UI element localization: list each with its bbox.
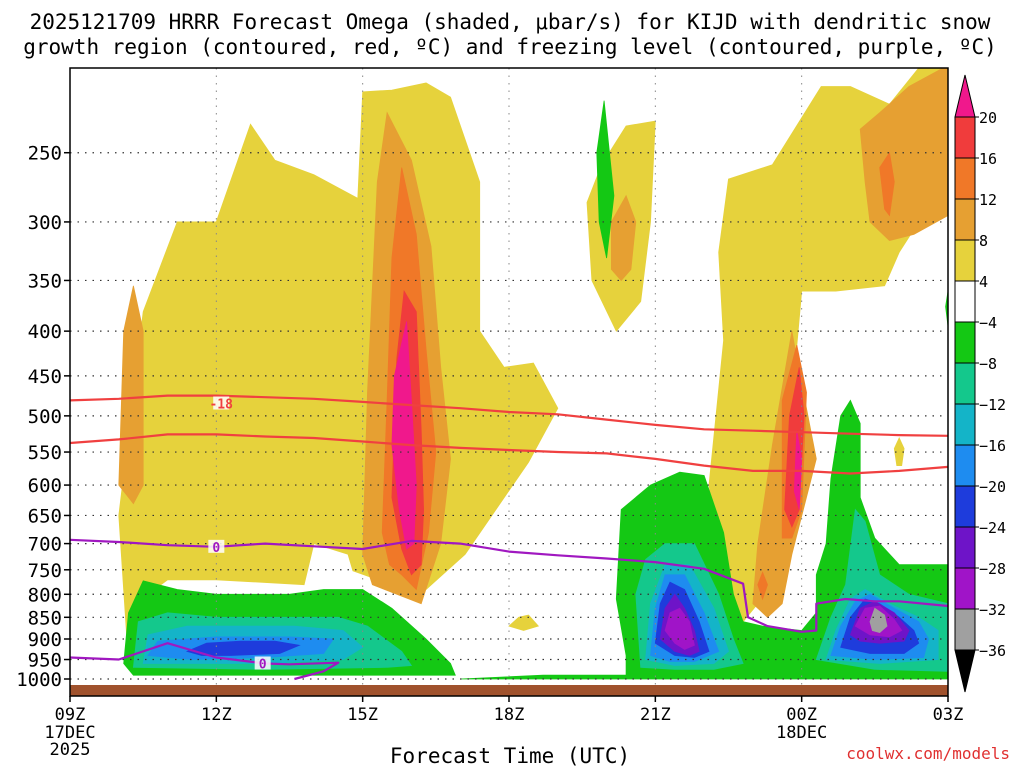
y-axis-pressure: 2503003504004505005506006507007508008509… [16,143,70,691]
colorbar-bottom-arrow [954,649,976,693]
dgz-minus-18-label-bg [213,396,230,410]
colorbar-label-9: −16 [979,437,1006,455]
colorbar-swatch-12 [954,567,976,610]
colorbar-swatch-6 [954,321,976,364]
freezing-level-0c-low-label-bg [254,656,271,670]
colorbar-label-4: 8 [979,232,988,250]
y-tick-label-600: 600 [28,475,62,497]
plot-area [70,68,948,696]
title-line-2: growth region (contoured, red, ºC) and f… [23,35,997,59]
colorbar-swatch-4 [954,239,976,282]
x-tick-label-21Z: 21Z [640,705,671,725]
omega-pos-12-region-4 [879,151,895,217]
y-tick-label-450: 450 [28,366,62,388]
colorbar-label-13: −32 [979,601,1006,619]
y-tick-label-300: 300 [28,212,62,234]
x-tick-label-09Z: 09Z [55,705,86,725]
y-tick-label-950: 950 [28,650,62,672]
dgz-minus-18-label: -18 [209,398,233,413]
omega-neg-4-region-3 [596,100,615,259]
y-tick-label-750: 750 [28,560,62,582]
x-tick-label-00Z: 00Z [786,705,817,725]
colorbar-label-12: −28 [979,560,1006,578]
x-axis-title: Forecast Time (UTC) [390,744,630,768]
colorbar-swatch-1 [954,116,976,159]
x-tick-label-15Z: 15Z [347,705,378,725]
gridlines [70,68,948,685]
colorbar-swatch-10 [954,485,976,528]
freezing-level-0c-label: 0 [212,541,220,556]
credit-text: coolwx.com/models [846,744,1010,763]
x-tick-sublabel-18DEC: 18DEC [776,723,827,743]
title-line-1: 2025121709 HRRR Forecast Omega (shaded, … [30,10,991,34]
y-tick-label-700: 700 [28,534,62,556]
omega-pos-4-region-1 [118,82,559,664]
colorbar-label-5: 4 [979,273,988,291]
y-tick-label-500: 500 [28,406,62,428]
y-tick-label-1000: 1000 [16,669,62,691]
y-tick-label-550: 550 [28,442,62,464]
colorbar-label-7: −8 [979,355,997,373]
y-tick-label-250: 250 [28,143,62,165]
contour-lines: -18 0 0 [69,394,949,681]
ground-surface [70,685,948,696]
y-tick-label-850: 850 [28,607,62,629]
colorbar-label-1: 20 [979,109,997,127]
colorbar-top-arrow [954,74,976,118]
dgz-minus-18-line [69,394,949,437]
colorbar-label-6: −4 [979,314,997,332]
x-tick-label-12Z: 12Z [201,705,232,725]
colorbar-label-11: −24 [979,519,1006,537]
colorbar-label-3: 12 [979,191,997,209]
colorbar-label-8: −12 [979,396,1006,414]
colorbar-swatch-7 [954,362,976,405]
colorbar-swatch-9 [954,444,976,487]
chart-title: 2025121709 HRRR Forecast Omega (shaded, … [23,10,997,59]
omega-pos-4-region-4 [508,614,540,631]
colorbar: 20 16 12 8 4 −4 −8 −12 −16 −20 −24 −28 −32 −36 [954,74,1006,693]
y-tick-label-350: 350 [28,270,62,292]
x-tick-label-03Z: 03Z [933,705,964,725]
y-tick-label-900: 900 [28,629,62,651]
y-tick-label-400: 400 [28,321,62,343]
dgz-minus-12-line [69,433,949,475]
colorbar-label-2: 16 [979,150,997,168]
omega-pos-8-region-5 [859,68,948,241]
colorbar-swatch-5 [954,280,976,323]
freezing-level-0c-line [69,538,949,633]
y-tick-label-800: 800 [28,584,62,606]
colorbar-swatch-11 [954,526,976,569]
x-tick-sublabel-17DEC: 17DEC [44,723,95,743]
omega-pos-8-region-1 [118,285,144,505]
freezing-level-0c-label-bg [208,539,225,553]
colorbar-swatch-8 [954,403,976,446]
x-tick-label-18Z: 18Z [494,705,525,725]
colorbar-swatch-13 [954,608,976,651]
colorbar-swatch-3 [954,198,976,241]
x-tick-sublabel-2025: 2025 [50,740,91,760]
freezing-level-0c-low-label: 0 [259,658,267,673]
omega-neg-32-region-1 [869,607,888,634]
colorbar-swatch-2 [954,157,976,200]
omega-neg-28-region-1 [664,607,695,650]
colorbar-label-14: −36 [979,642,1006,660]
omega-pos-4-region-5 [893,437,905,467]
y-tick-label-650: 650 [28,505,62,527]
colorbar-label-10: −20 [979,478,1006,496]
